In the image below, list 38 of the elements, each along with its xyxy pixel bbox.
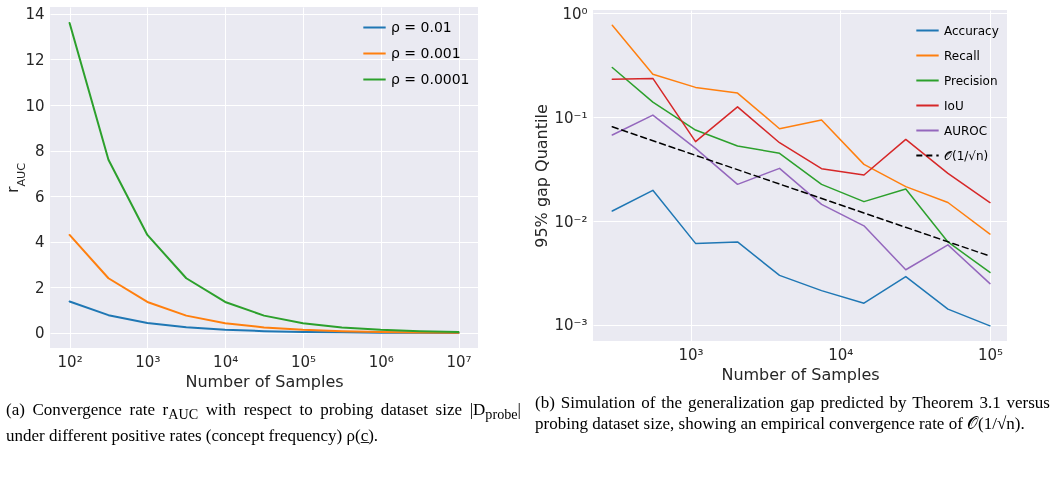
text: (a) Convergence rate r$_{AUC}$ with respect to probing dataset size |D$_{probe}$| under different positive rates (concept frequency) ρ(c̲). — [6, 400, 521, 446]
legend-label: AUROC — [944, 123, 988, 138]
y-tick-label: 10 — [25, 96, 45, 115]
x-tick-label: 10² — [57, 352, 83, 371]
legend-label: Precision — [944, 73, 998, 88]
y-tick-label: 10⁻¹ — [554, 108, 588, 127]
y-tick-label: 12 — [25, 50, 45, 69]
y-axis-title: 95% gap Quantile — [532, 104, 552, 248]
x-axis-title: Number of Samples — [185, 371, 344, 391]
x-tick-label: 10⁴ — [828, 345, 854, 364]
y-tick-label: 0 — [34, 324, 45, 343]
legend-label: Accuracy — [944, 23, 999, 38]
y-tick-label: 14 — [25, 5, 45, 24]
x-tick-label: 10⁶ — [368, 352, 394, 371]
legend-label: ρ = 0.001 — [391, 44, 461, 61]
x-tick-label: 10⁷ — [446, 352, 472, 371]
legend-label: Recall — [944, 48, 980, 63]
x-tick-label: 10⁴ — [213, 352, 239, 371]
x-tick-label: 10³ — [678, 345, 704, 364]
x-axis-title: Number of Samples — [721, 364, 880, 384]
line-series — [611, 189, 991, 327]
y-tick-label: 10⁰ — [562, 4, 588, 23]
line-series — [68, 233, 460, 334]
y-tick-label: 8 — [34, 142, 45, 161]
x-tick-label: 10⁵ — [977, 345, 1003, 364]
x-tick-label: 10³ — [135, 352, 161, 371]
x-tick-label: 10⁵ — [290, 352, 316, 371]
legend-label: ρ = 0.0001 — [391, 70, 470, 87]
y-tick-label: 10⁻² — [554, 212, 588, 231]
y-tick-label: 10⁻³ — [554, 316, 588, 335]
legend-label: IoU — [944, 98, 964, 113]
legend-label: 𝒪(1/√n) — [944, 148, 989, 163]
line-series — [611, 114, 991, 285]
y-tick-label: 6 — [34, 187, 45, 206]
y-tick-label: 4 — [34, 233, 45, 252]
legend-label: ρ = 0.01 — [391, 18, 452, 35]
y-tick-label: 2 — [34, 278, 45, 297]
text: (b) Simulation of the generalization gap predicted by Theorem 3.1 versus probing dataset size, showing an empirical convergence rate of 𝒪(1/√n). — [535, 392, 1050, 434]
